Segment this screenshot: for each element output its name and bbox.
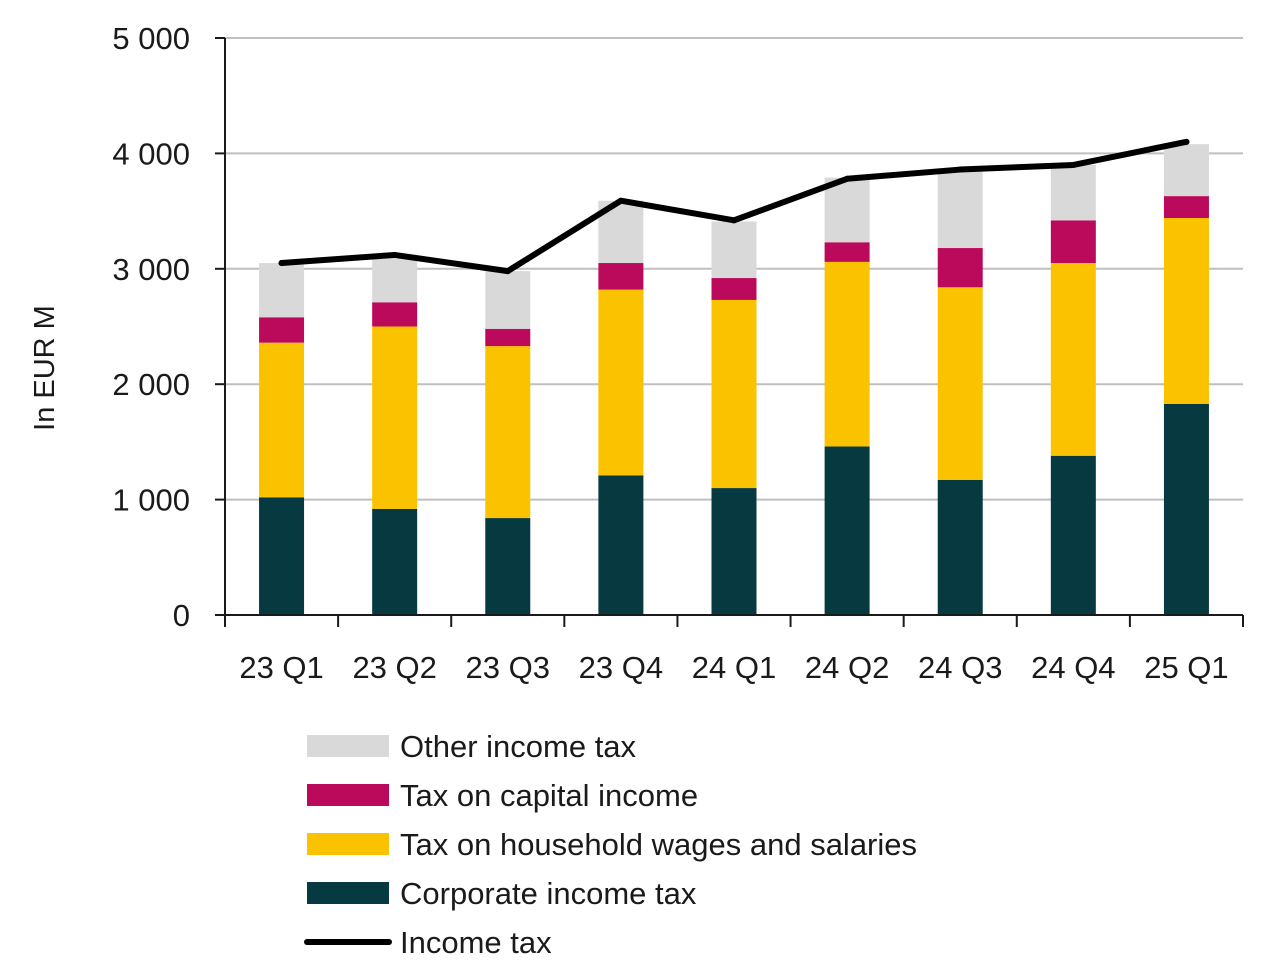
bar-other-income-tax	[824, 177, 870, 243]
income-tax-point	[617, 197, 624, 204]
axes	[215, 37, 1244, 627]
legend-swatch	[307, 735, 389, 757]
legend-label: Income tax	[400, 925, 552, 960]
bar-other-income-tax	[485, 271, 531, 329]
x-tick-label: 24 Q3	[918, 650, 1002, 685]
y-tick-label: 2 000	[112, 367, 190, 402]
bar-tax-on-capital-income	[259, 317, 305, 343]
bar-other-income-tax	[711, 221, 757, 279]
income-tax-point	[504, 268, 511, 275]
income-tax-point	[278, 260, 285, 267]
x-tick-label: 23 Q4	[579, 650, 663, 685]
bar-tax-on-capital-income	[485, 328, 531, 347]
bar-tax-on-capital-income	[824, 242, 870, 262]
bar-other-income-tax	[259, 263, 305, 318]
bar-tax-on-household-wages-and-salaries	[824, 261, 870, 447]
y-axis-title: In EUR M	[29, 305, 61, 431]
bar-tax-on-household-wages-and-salaries	[485, 346, 531, 519]
bar-tax-on-household-wages-and-salaries	[598, 289, 644, 476]
bar-tax-on-household-wages-and-salaries	[1050, 263, 1096, 456]
bar-corporate-income-tax	[598, 475, 644, 615]
y-tick-label: 0	[173, 598, 190, 633]
x-tick-label: 24 Q1	[692, 650, 776, 685]
bar-other-income-tax	[1163, 144, 1209, 197]
income-tax-point	[844, 175, 851, 182]
bar-corporate-income-tax	[1163, 403, 1209, 615]
bar-other-income-tax	[1050, 164, 1096, 221]
bar-corporate-income-tax	[937, 479, 983, 615]
legend-swatch	[307, 882, 389, 904]
bar-corporate-income-tax	[711, 488, 757, 615]
bar-corporate-income-tax	[1050, 455, 1096, 615]
legend-label: Tax on household wages and salaries	[400, 827, 917, 862]
y-tick-label: 5 000	[112, 21, 190, 56]
legend: Other income tax Tax on capital income Tax…	[304, 729, 917, 960]
bar-tax-on-capital-income	[711, 278, 757, 300]
legend-swatch	[307, 833, 389, 855]
legend-label: Tax on capital income	[400, 778, 698, 813]
x-tick-label: 25 Q1	[1144, 650, 1228, 685]
income-tax-line-layer	[278, 138, 1190, 275]
bar-corporate-income-tax	[824, 446, 870, 615]
bar-corporate-income-tax	[259, 497, 305, 615]
income-tax-point	[1183, 138, 1190, 145]
income-tax-point	[391, 251, 398, 258]
x-tick-label: 23 Q2	[352, 650, 436, 685]
bar-tax-on-household-wages-and-salaries	[937, 287, 983, 480]
legend-swatch	[307, 784, 389, 806]
legend-label: Other income tax	[400, 729, 637, 764]
bar-tax-on-capital-income	[372, 302, 418, 327]
y-tick-label: 1 000	[112, 483, 190, 518]
bar-other-income-tax	[372, 258, 418, 303]
x-tick-label: 24 Q4	[1031, 650, 1115, 685]
y-tick-label: 3 000	[112, 252, 190, 287]
bar-corporate-income-tax	[485, 518, 531, 615]
bar-tax-on-capital-income	[598, 263, 644, 290]
x-tick-label: 24 Q2	[805, 650, 889, 685]
bar-tax-on-household-wages-and-salaries	[711, 299, 757, 489]
bar-stacks	[259, 144, 1209, 615]
x-tick-label: 23 Q3	[466, 650, 550, 685]
income-tax-point	[1070, 161, 1077, 168]
bar-tax-on-household-wages-and-salaries	[372, 326, 418, 509]
bar-corporate-income-tax	[372, 508, 418, 615]
bar-tax-on-household-wages-and-salaries	[1163, 218, 1209, 404]
income-tax-point	[731, 217, 737, 224]
income-tax-point	[957, 166, 964, 173]
bar-tax-on-household-wages-and-salaries	[259, 342, 305, 498]
legend-label: Corporate income tax	[400, 876, 697, 911]
bar-tax-on-capital-income	[1163, 196, 1209, 219]
bar-other-income-tax	[937, 169, 983, 249]
bar-tax-on-capital-income	[1050, 220, 1096, 264]
y-tick-label: 4 000	[112, 136, 190, 171]
tick-labels: 0 1 000 2 000 3 000 4 000 5 000 23 Q1 23 Q2 23 Q…	[112, 21, 1228, 685]
x-tick-label: 23 Q1	[239, 650, 323, 685]
bar-tax-on-capital-income	[937, 248, 983, 288]
